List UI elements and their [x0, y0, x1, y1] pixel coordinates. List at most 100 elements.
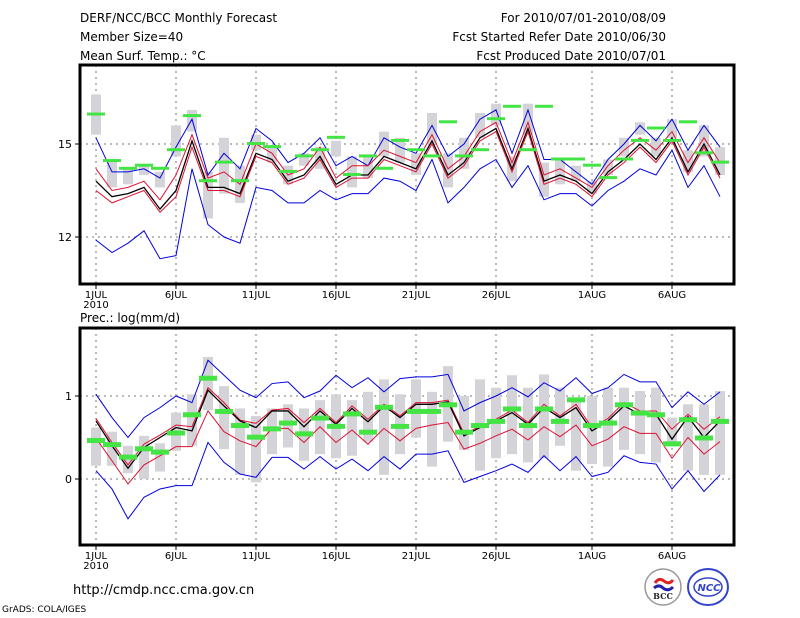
spread-box: [603, 387, 613, 467]
member-size: Member Size=40: [80, 30, 184, 44]
median-mark: [183, 412, 201, 418]
x-year-label: 2010: [83, 561, 108, 572]
spread-box: [475, 113, 485, 138]
spread-box: [571, 399, 581, 471]
spread-box: [459, 396, 469, 450]
x-tick-label: 11JUL: [242, 290, 271, 301]
spread-box: [683, 150, 693, 172]
bcc-logo-text: BCC: [653, 591, 673, 601]
median-mark: [615, 402, 633, 408]
median-mark: [599, 176, 617, 180]
median-mark: [487, 117, 505, 121]
spread-box: [491, 103, 501, 126]
median-mark: [503, 104, 521, 108]
median-mark: [103, 442, 121, 448]
spread-box: [411, 379, 421, 438]
plot-frame: [78, 326, 736, 547]
median-mark: [407, 408, 425, 414]
series-line-inner-lower: [95, 130, 721, 213]
median-mark: [359, 154, 377, 158]
ncc-logo-text: NCC: [697, 583, 721, 594]
median-mark: [167, 430, 185, 436]
spread-box: [715, 391, 725, 475]
median-mark: [567, 397, 585, 403]
series-line-mean: [95, 126, 721, 211]
x-year-label: 2010: [83, 300, 108, 311]
median-mark: [199, 375, 217, 381]
median-mark: [119, 454, 137, 460]
median-mark: [247, 142, 265, 145]
bcc-logo: BCC: [644, 568, 682, 606]
median-mark: [87, 112, 105, 116]
median-mark: [231, 179, 249, 183]
median-mark: [583, 163, 601, 167]
median-mark: [439, 120, 457, 124]
median-mark: [679, 120, 697, 124]
spread-box: [139, 435, 149, 479]
median-mark: [471, 148, 489, 152]
median-mark: [87, 437, 105, 443]
spread-box: [603, 159, 613, 175]
y-tick-label: 15: [58, 138, 72, 151]
series-line-outer-lower: [95, 149, 721, 260]
median-mark: [359, 429, 377, 435]
median-mark: [487, 418, 505, 424]
median-mark: [167, 148, 185, 152]
variable-label: Mean Surf. Temp.: °C: [80, 49, 206, 63]
x-tick-label: 26JUL: [482, 551, 511, 562]
median-mark: [263, 145, 281, 149]
y-tick-label: 0: [65, 473, 72, 486]
x-tick-label: 1AUG: [578, 290, 606, 301]
x-tick-label: 1AUG: [578, 551, 606, 562]
y-tick-label: 12: [58, 231, 72, 244]
spread-box: [571, 165, 581, 182]
median-mark: [119, 166, 137, 170]
spread-box: [171, 125, 181, 157]
median-mark: [647, 412, 665, 418]
spread-box: [459, 137, 469, 169]
spread-box: [155, 171, 165, 188]
spread-box: [651, 387, 661, 463]
x-tick-label: 6JUL: [165, 290, 188, 301]
spread-box: [619, 387, 629, 450]
forecast-started-date: Fcst Started Refer Date 2010/06/30: [452, 30, 666, 44]
median-mark: [535, 406, 553, 412]
precip-title: Prec.: log(mm/d): [80, 311, 181, 325]
footer-url[interactable]: http://cmdp.ncc.cma.gov.cn: [73, 583, 255, 598]
median-mark: [679, 417, 697, 423]
median-mark: [135, 163, 153, 167]
spread-box: [379, 131, 389, 157]
forecast-period: For 2010/07/01-2010/08/09: [500, 11, 666, 25]
median-mark: [631, 410, 649, 416]
median-mark: [247, 434, 265, 440]
spread-box: [667, 417, 677, 446]
median-mark: [471, 423, 489, 429]
median-mark: [567, 157, 585, 161]
spread-box: [331, 140, 341, 157]
median-mark: [311, 415, 329, 421]
spread-box: [635, 391, 645, 455]
median-mark: [455, 429, 473, 435]
ncc-logo: NCC: [687, 568, 729, 606]
median-mark: [327, 135, 345, 139]
median-mark: [695, 435, 713, 441]
median-mark: [711, 418, 729, 424]
spread-box: [155, 443, 165, 472]
spread-box: [395, 137, 405, 163]
median-mark: [151, 449, 169, 455]
spread-box: [347, 156, 357, 188]
spread-box: [219, 137, 229, 194]
median-mark: [103, 159, 121, 163]
spread-box: [635, 122, 645, 135]
median-mark: [151, 166, 169, 170]
spread-box: [315, 147, 325, 169]
forecast-produced-date: Fcst Produced Date 2010/07/01: [476, 49, 666, 63]
x-tick-label: 1JUL: [85, 290, 108, 301]
spread-box: [507, 375, 517, 455]
spread-box: [91, 427, 101, 466]
grads-credit: GrADS: COLA/IGES: [2, 605, 87, 615]
median-mark: [231, 423, 249, 429]
median-mark: [343, 411, 361, 417]
median-mark: [535, 104, 553, 108]
spread-box: [555, 159, 565, 185]
